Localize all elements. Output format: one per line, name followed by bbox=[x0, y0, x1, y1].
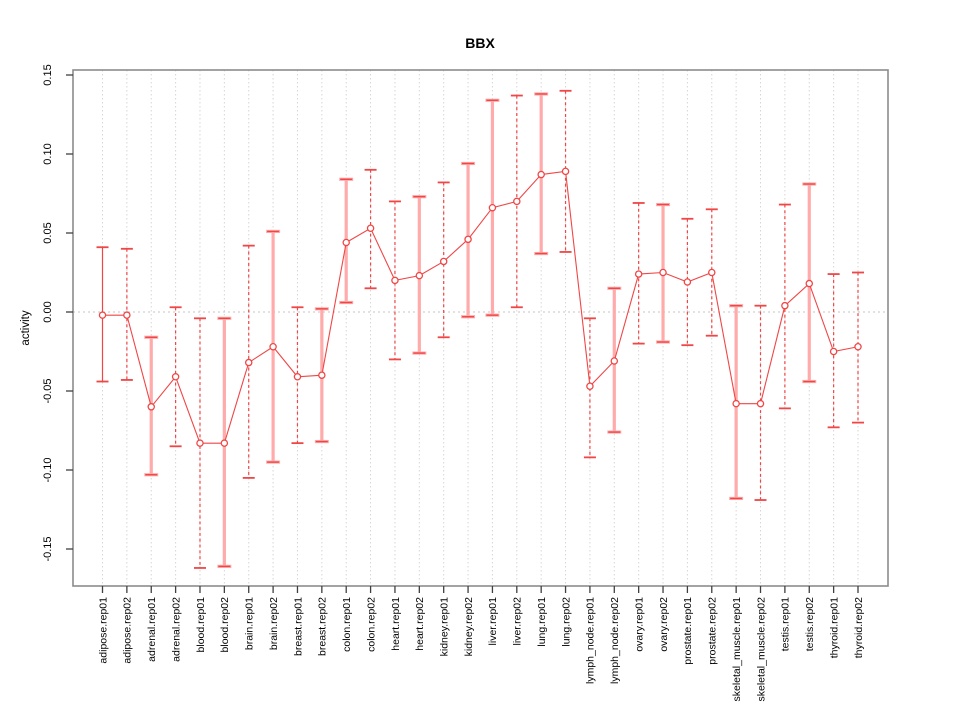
y-axis-label: activity bbox=[20, 310, 32, 345]
x-tick-label: brain.rep02 bbox=[268, 597, 280, 650]
data-point-marker bbox=[98, 311, 107, 319]
error-bar bbox=[778, 203, 791, 410]
data-point-marker bbox=[342, 238, 350, 247]
data-point-markers bbox=[98, 167, 862, 447]
data-point-marker bbox=[123, 311, 131, 319]
data-point-marker bbox=[659, 268, 667, 277]
y-tick-label: -0.15 bbox=[42, 536, 54, 561]
x-tick-label: colon.rep02 bbox=[365, 597, 377, 652]
gridlines bbox=[73, 70, 888, 586]
x-tick-label: prostate.rep02 bbox=[707, 597, 719, 665]
plot-frame bbox=[72, 69, 889, 587]
x-tick-label: lymph_node.rep01 bbox=[585, 597, 597, 684]
data-point-marker bbox=[561, 167, 570, 176]
x-tick-label: prostate.rep01 bbox=[682, 597, 694, 665]
x-tick-label: kidney.rep02 bbox=[463, 597, 475, 657]
x-axis: adipose.rep01 adipose.rep02 adrenal.rep01 a… bbox=[97, 586, 865, 701]
x-tick-label: kidney.rep01 bbox=[438, 597, 450, 657]
x-tick-label: heart.rep01 bbox=[390, 597, 402, 651]
error-bar bbox=[559, 89, 572, 253]
data-point-marker bbox=[586, 382, 594, 391]
data-point-marker bbox=[488, 203, 497, 212]
x-tick-label: brain.rep01 bbox=[244, 597, 256, 650]
x-tick-label: liver.rep01 bbox=[487, 597, 499, 646]
x-tick-label: adrenal.rep02 bbox=[170, 597, 182, 662]
data-point-marker bbox=[854, 343, 862, 351]
x-tick-label: lung.rep01 bbox=[536, 597, 548, 647]
frame-rect bbox=[72, 69, 889, 587]
chart-title: BBX bbox=[465, 35, 495, 51]
error-bar bbox=[291, 306, 304, 445]
y-tick-label: 0.00 bbox=[42, 301, 54, 322]
x-tick-label: skeletal_muscle.rep01 bbox=[731, 597, 743, 702]
data-point-marker bbox=[683, 278, 692, 286]
data-point-marker bbox=[244, 358, 253, 367]
x-tick-label: blood.rep01 bbox=[195, 597, 207, 653]
data-point-marker bbox=[220, 439, 229, 447]
data-point-marker bbox=[513, 197, 521, 206]
error-bar bbox=[169, 306, 182, 448]
data-point-marker bbox=[147, 403, 155, 411]
error-bar bbox=[681, 217, 694, 347]
error-bar bbox=[705, 208, 718, 337]
x-tick-label: skeletal_muscle.rep02 bbox=[755, 597, 767, 702]
error-bar bbox=[754, 304, 767, 501]
series-polyline bbox=[102, 170, 859, 444]
data-point-marker bbox=[293, 373, 302, 381]
error-bars bbox=[96, 89, 864, 569]
x-tick-label: adrenal.rep01 bbox=[146, 597, 158, 662]
data-point-marker bbox=[318, 371, 326, 379]
data-point-marker bbox=[756, 399, 765, 408]
data-point-marker bbox=[708, 268, 716, 277]
error-bar bbox=[852, 271, 864, 424]
data-point-marker bbox=[439, 257, 448, 266]
data-point-marker bbox=[391, 276, 399, 285]
error-bar bbox=[193, 317, 206, 569]
data-point-marker bbox=[732, 399, 740, 408]
data-point-marker bbox=[610, 357, 619, 365]
x-tick-label: adipose.rep02 bbox=[122, 597, 134, 664]
x-tick-label: liver.rep02 bbox=[512, 597, 524, 646]
x-tick-label: testis.rep01 bbox=[780, 597, 792, 651]
y-axis: 0.15 0.10 0.05 0.00 -0.05 -0.10 -0.15 bbox=[42, 64, 73, 562]
x-tick-label: heart.rep02 bbox=[414, 597, 426, 651]
data-point-marker bbox=[196, 439, 204, 447]
data-point-marker bbox=[171, 373, 180, 381]
x-tick-label: breast.rep02 bbox=[317, 597, 329, 656]
data-point-marker bbox=[537, 170, 545, 179]
x-tick-label: thyroid.rep01 bbox=[828, 597, 840, 658]
x-tick-label: ovary.rep01 bbox=[633, 597, 645, 652]
data-point-marker bbox=[634, 270, 643, 278]
data-point-marker bbox=[415, 271, 424, 280]
x-tick-label: breast.rep01 bbox=[292, 597, 304, 656]
y-tick-label: 0.15 bbox=[42, 64, 54, 85]
data-point-marker bbox=[464, 235, 472, 244]
y-tick-label: -0.10 bbox=[42, 457, 54, 482]
x-tick-label: adipose.rep01 bbox=[97, 597, 109, 664]
data-point-marker bbox=[829, 347, 838, 356]
series-line bbox=[102, 170, 859, 444]
x-tick-label: ovary.rep02 bbox=[658, 597, 670, 652]
x-tick-label: lung.rep02 bbox=[560, 597, 572, 647]
y-tick-label: 0.10 bbox=[42, 143, 54, 164]
data-point-marker bbox=[269, 343, 277, 351]
data-point-marker bbox=[805, 279, 814, 288]
y-tick-label: 0.05 bbox=[42, 222, 54, 243]
error-bar bbox=[583, 317, 596, 459]
x-tick-label: colon.rep01 bbox=[341, 597, 353, 652]
x-tick-label: testis.rep02 bbox=[804, 597, 816, 651]
x-tick-label: thyroid.rep02 bbox=[853, 597, 865, 658]
error-bar bbox=[388, 200, 401, 361]
data-point-marker bbox=[366, 224, 375, 233]
x-tick-label: blood.rep02 bbox=[219, 597, 231, 653]
data-point-marker bbox=[781, 301, 789, 310]
y-tick-label: -0.05 bbox=[42, 378, 54, 403]
x-tick-label: lymph_node.rep02 bbox=[609, 597, 621, 684]
